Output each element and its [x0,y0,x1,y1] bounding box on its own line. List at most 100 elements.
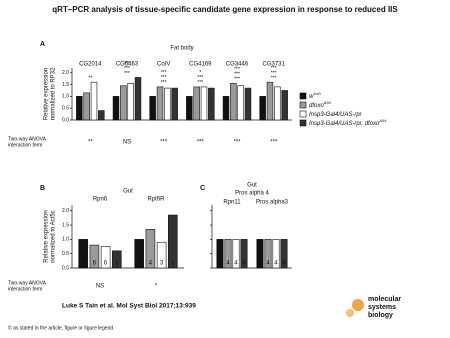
panel-title: Gut [247,183,257,189]
significance: *** [234,72,240,78]
bar [222,96,230,121]
n-label: 3 [115,261,119,267]
anova-value: NS [96,284,104,290]
bar [259,96,266,121]
n-label: 4 [226,261,230,267]
citation: Luke S Tain et al. Mol Syst Biol 2017;13… [62,303,196,310]
y-axis-label: Relative expression [44,210,50,262]
bar [208,87,215,121]
panel-letter: B [40,185,45,192]
significance: *** [124,71,130,77]
significance: *** [271,71,277,77]
panel-title: Gut [123,189,133,195]
bar [240,239,248,269]
category-label: CG4169 [189,62,212,68]
significance: *** [161,75,167,81]
significance: *** [271,76,277,82]
y-tick-label: 1.0 [62,94,69,100]
n-label: 4 [282,261,286,267]
bar [264,239,272,269]
significance: * [199,70,201,76]
significance: *** [197,75,203,81]
significance: *** [197,80,203,86]
anova-value: * [155,284,158,290]
anova-value: *** [160,140,168,146]
legend-label: dfoxoΔ94 [309,100,332,109]
bar [90,81,98,121]
n-label: 6 [104,261,108,267]
bar [164,87,171,121]
anova-label: Two-way ANOVA [8,280,47,286]
panel-title: Fat body [170,46,193,52]
bar [98,110,105,121]
legend-swatch [299,92,307,100]
logo-text: molecular [368,296,401,303]
significance: *** [234,67,240,73]
n-label: 4 [274,261,278,267]
significance: *** [161,80,167,86]
bar [156,241,167,269]
n-label: 4 [234,261,238,267]
bar [200,86,208,121]
legend-swatch [299,119,307,127]
y-tick-label: 0.5 [62,106,69,112]
bar [230,83,237,121]
bar [134,77,142,121]
bar [112,250,122,269]
legend-label: wDah [309,91,321,100]
category-label: Rpn11 [223,200,241,206]
category-label: Pros alpha3 [256,200,289,206]
bar [127,83,134,121]
bar [186,96,193,121]
bar [224,239,232,269]
legend-label: Insp3-Gal4/UAS-rpr, dfoxoΔ94 [309,118,387,127]
bar [266,81,274,121]
bar [156,86,164,121]
legend-label: Insp3-Gal4/UAS-rpr [309,112,363,118]
bar [216,239,224,269]
anova-value: ** [88,140,93,146]
panel-letter: C [200,185,205,192]
category-label: CG3731 [262,62,285,68]
bar [256,239,264,269]
anova-value: *** [197,140,205,146]
legend-name: Insp3-Gal4/UAS-rpr, dfoxo [309,121,380,127]
y-tick-label: 0.5 [62,251,69,257]
bar [280,239,288,269]
legend-superscript: Δ94 [378,118,387,123]
category-label: Rpt6R [147,197,165,203]
bar [237,85,244,121]
y-axis-label: normalized to RP32 [51,67,57,120]
n-label: 4 [138,261,142,267]
bar [171,87,178,121]
bar [232,239,240,269]
figure-title: qRT–PCR analysis of tissue-specific cand… [52,5,398,14]
legend-superscript: Dah [313,91,321,96]
n-label: 3 [160,261,164,267]
journal-logo: molecular systems biology [346,296,401,319]
anova-value: *** [233,140,241,146]
anova-label: Two-way ANOVA [8,136,47,142]
bar [281,90,288,121]
y-tick-label: 2.0 [62,208,69,214]
n-label: 6 [82,261,86,267]
category-label: CG3446 [226,62,249,68]
category-label: CoIV [157,62,170,68]
y-tick-label: 1.5 [62,82,69,88]
legend-name: Insp3-Gal4/UAS-rpr [309,112,363,118]
copyright: © as stated in the article, figure or fi… [8,324,113,331]
category-label: CG2014 [79,62,102,68]
significance: *** [234,77,240,83]
y-tick-label: 1.5 [62,222,69,228]
n-label: 6 [93,261,97,267]
n-label: 4 [149,261,153,267]
anova-value: *** [270,140,278,146]
bar [168,214,178,269]
bar [83,92,90,121]
anova-label: interaction term [8,142,42,148]
n-label: 4 [258,261,262,267]
bar [193,86,200,121]
bar [149,96,156,121]
logo-text: biology [368,312,393,319]
